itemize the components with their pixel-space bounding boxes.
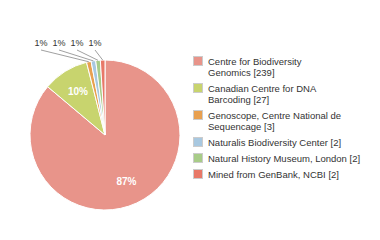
html-text:Barcoding [27]: Barcoding [27]: [208, 93, 270, 105]
html-text:Sequencage [3]: Sequencage [3]: [208, 120, 275, 132]
svg-text:10%: 10%: [68, 86, 88, 97]
html-text:Genoscope, Centre National de: Genoscope, Centre National de: [208, 109, 342, 121]
svg-text:1%: 1%: [88, 38, 101, 48]
html-text:Mined from GenBank, NCBI [2]: Mined from GenBank, NCBI [2]: [208, 168, 339, 180]
svg-text:1%: 1%: [34, 38, 47, 48]
html-text:Canadian Centre for DNA: Canadian Centre for DNA: [208, 82, 317, 94]
html-text:Natural History Museum, London: Natural History Museum, London [2]: [208, 152, 361, 164]
html-text:Centre for Biodiversity: Centre for Biodiversity: [208, 55, 302, 67]
html-text:Naturalis Biodiversity Center: Naturalis Biodiversity Center [2]: [208, 136, 342, 148]
svg-text:1%: 1%: [70, 38, 83, 48]
svg-text:1%: 1%: [52, 38, 65, 48]
html-text:Genomics [239]: Genomics [239]: [208, 66, 275, 78]
svg-text:87%: 87%: [117, 176, 137, 187]
